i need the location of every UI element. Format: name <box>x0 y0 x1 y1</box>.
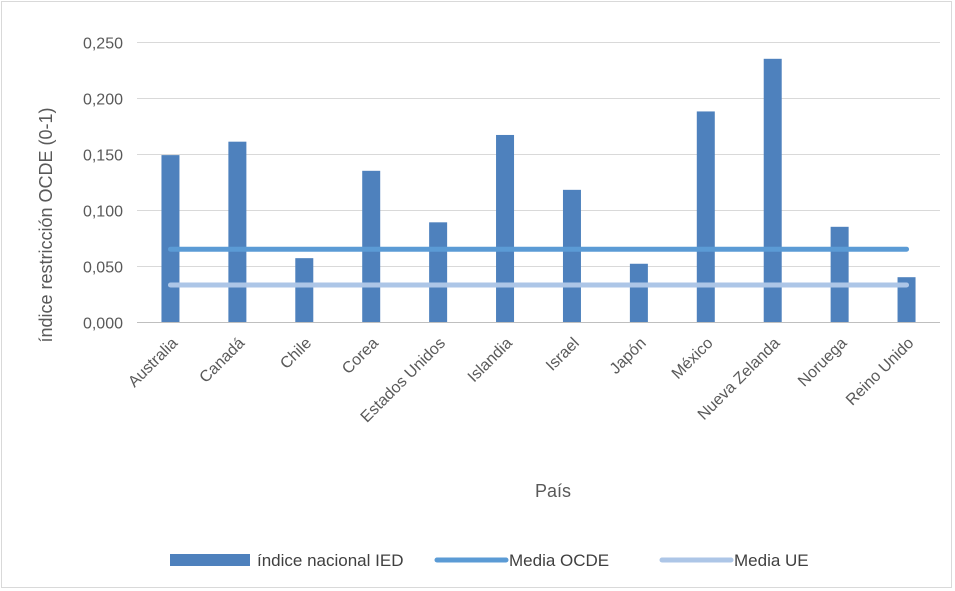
bar <box>696 111 715 322</box>
x-tick-label: Corea <box>339 335 382 378</box>
x-axis-title: País <box>535 481 571 501</box>
y-tick-label: 0,150 <box>83 148 123 165</box>
x-tick-label: Israel <box>543 335 583 375</box>
x-tick-label: Chile <box>277 335 315 373</box>
y-axis-tick-labels: 0,000 0,050 0,100 0,150 0,200 0,250 <box>83 36 123 333</box>
y-tick-label: 0,050 <box>83 260 123 277</box>
y-axis-title: índice restricción OCDE (0-1) <box>36 107 56 342</box>
bar <box>429 222 448 322</box>
x-tick-label: México <box>669 335 717 383</box>
y-tick-label: 0,000 <box>83 316 123 333</box>
bar <box>362 170 381 322</box>
gridlines <box>137 42 940 323</box>
bar <box>295 258 314 322</box>
x-tick-label: Noruega <box>795 335 850 390</box>
x-tick-label: Reino Unido <box>843 335 917 409</box>
bar <box>830 226 849 322</box>
bar <box>228 141 247 322</box>
x-tick-label: Canadá <box>197 335 249 387</box>
bar <box>629 263 648 322</box>
bar <box>562 189 581 322</box>
x-tick-label: Australia <box>125 335 181 391</box>
x-tick-label: Japón <box>607 335 650 378</box>
legend-label: índice nacional IED <box>257 551 403 570</box>
y-tick-label: 0,250 <box>83 36 123 53</box>
y-tick-label: 0,200 <box>83 92 123 109</box>
legend-swatch-bar <box>170 554 250 566</box>
x-tick-label: Islandia <box>465 335 516 386</box>
bar <box>161 155 180 322</box>
bar <box>897 277 916 322</box>
legend-label: Media OCDE <box>509 551 609 570</box>
legend-label: Media UE <box>734 551 809 570</box>
line-series <box>167 246 910 288</box>
y-tick-label: 0,100 <box>83 204 123 221</box>
bar <box>763 58 782 323</box>
bar <box>496 134 515 322</box>
legend: índice nacional IED Media OCDE Media UE <box>170 551 809 570</box>
